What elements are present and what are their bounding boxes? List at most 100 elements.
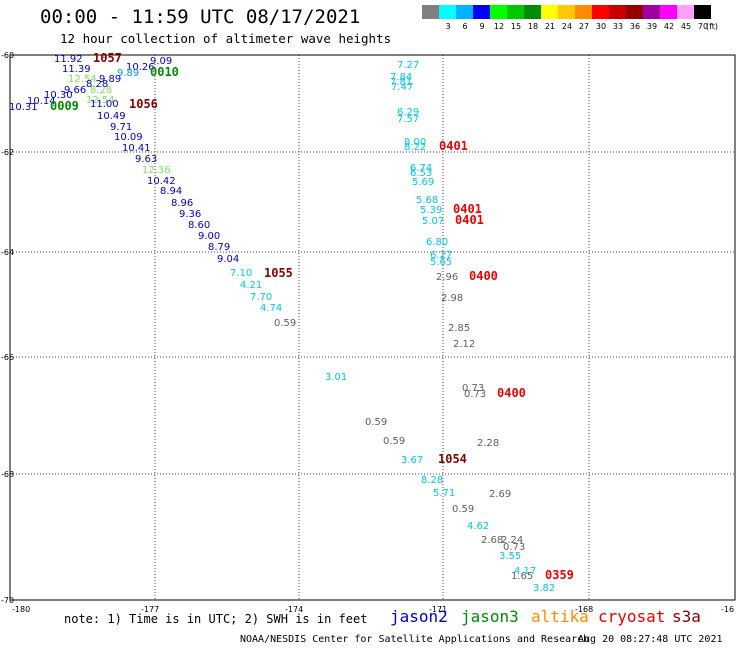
latitude-label: -66 xyxy=(1,353,14,362)
wave-height-label: 2.24 xyxy=(501,535,523,546)
legend-label: 30 xyxy=(595,22,607,31)
wave-height-label: 3.55 xyxy=(499,551,521,562)
wave-height-label: 5.65 xyxy=(430,257,452,268)
wave-height-label: 2.28 xyxy=(477,438,499,449)
wave-height-label: 7.10 xyxy=(230,268,252,279)
wave-height-label: 5.68 xyxy=(416,195,438,206)
legend-swatch xyxy=(677,5,694,19)
wave-height-label: 6.29 xyxy=(397,107,419,118)
legend-label: 45 xyxy=(680,22,692,31)
wave-height-label: 6.27 xyxy=(430,250,452,261)
wave-height-label: 9.89 xyxy=(117,68,139,79)
legend-label: 18 xyxy=(527,22,539,31)
wave-height-label: 10.26 xyxy=(126,62,155,73)
longitude-label: -174 xyxy=(285,605,303,614)
pass-time-label: 0401 xyxy=(453,202,482,216)
wave-height-label: 6.80 xyxy=(426,237,448,248)
wave-height-label: 10.42 xyxy=(147,176,176,187)
pass-time-label: 0359 xyxy=(545,568,574,582)
legend-swatch xyxy=(541,5,558,19)
wave-height-label: 0.59 xyxy=(383,436,405,447)
wave-height-label: 11.00 xyxy=(90,99,119,110)
pass-time-label: 0401 xyxy=(439,139,468,153)
wave-height-label: 9.89 xyxy=(99,74,121,85)
wave-height-label: 3.67 xyxy=(401,455,423,466)
legend-label: 27 xyxy=(578,22,590,31)
pass-time-label: 0009 xyxy=(50,99,79,113)
legend-swatch xyxy=(456,5,473,19)
legend-swatch xyxy=(507,5,524,19)
wave-height-label: 9.00 xyxy=(198,231,220,242)
wave-height-label: 8.28 xyxy=(86,79,108,90)
footnote: note: 1) Time is in UTC; 2) SWH is in fe… xyxy=(64,612,368,626)
wave-height-label: 8.00 xyxy=(404,137,426,148)
legend-label: 9 xyxy=(479,22,485,31)
legend-swatch xyxy=(643,5,660,19)
legend-label: 39 xyxy=(646,22,658,31)
legend-label: 42 xyxy=(663,22,675,31)
wave-height-label: 10.41 xyxy=(122,143,151,154)
legend-swatch xyxy=(592,5,609,19)
legend-swatch xyxy=(660,5,677,19)
legend-label: 3 xyxy=(445,22,451,31)
latitude-label: -64 xyxy=(1,248,14,257)
wave-height-label: 6.74 xyxy=(410,163,432,174)
wave-height-label: 7.57 xyxy=(397,114,419,125)
legend-label: 6 xyxy=(462,22,468,31)
pass-time-label: 0400 xyxy=(497,386,526,400)
wave-height-label: 4.17 xyxy=(514,566,536,577)
map-frame xyxy=(9,54,736,601)
mission-jason3: jason3 xyxy=(461,607,519,626)
wave-height-label: 10.14 xyxy=(27,96,56,107)
wave-height-label: 9.71 xyxy=(110,122,132,133)
wave-height-label: 9.63 xyxy=(135,154,157,165)
legend-swatch xyxy=(609,5,626,19)
legend-swatch xyxy=(490,5,507,19)
page-title: 00:00 - 11:59 UTC 08/17/2021 xyxy=(40,6,361,28)
wave-height-label: 7.70 xyxy=(250,292,272,303)
wave-height-label: 7.27 xyxy=(397,60,419,71)
wave-height-label: 4.62 xyxy=(467,521,489,532)
wave-height-label: 10.30 xyxy=(44,90,73,101)
pass-time-label: 1055 xyxy=(264,266,293,280)
wave-height-label: 11.92 xyxy=(54,54,83,65)
credit-line: NOAA/NESDIS Center for Satellite Applica… xyxy=(240,634,590,645)
legend-label: 36 xyxy=(629,22,641,31)
wave-height-label: 0.73 xyxy=(462,383,484,394)
legend-swatch xyxy=(694,5,711,19)
mission-cryosat: cryosat xyxy=(598,607,666,626)
legend-label: 24 xyxy=(561,22,573,31)
wave-height-label: 8.94 xyxy=(160,186,182,197)
pass-time-label: 0401 xyxy=(455,213,484,227)
pass-time-label: 1057 xyxy=(93,51,122,65)
wave-height-label: 12.54 xyxy=(68,74,97,85)
mission-s3a: s3a xyxy=(672,607,701,626)
wave-height-label: 0.73 xyxy=(503,542,525,553)
mission-altika: altika xyxy=(531,607,589,626)
legend-unit: (ft) xyxy=(705,22,719,31)
longitude-label: -16 xyxy=(721,605,734,614)
legend-swatch xyxy=(473,5,490,19)
wave-height-label: 12.36 xyxy=(142,165,171,176)
legend-label: 15 xyxy=(510,22,522,31)
wave-height-label: 4.21 xyxy=(240,280,262,291)
legend-label: 12 xyxy=(493,22,505,31)
wave-height-label: 5.69 xyxy=(412,177,434,188)
legend-swatch xyxy=(524,5,541,19)
wave-height-label: 3.01 xyxy=(325,372,347,383)
wave-height-label: 2.96 xyxy=(436,272,458,283)
wave-height-label: 8.28 xyxy=(90,85,112,96)
wave-height-label: 9.04 xyxy=(217,254,239,265)
wave-height-label: 2.68 xyxy=(481,535,503,546)
pass-time-label: 0400 xyxy=(469,269,498,283)
wave-height-label: 7.84 xyxy=(390,72,412,83)
wave-height-label: 9.36 xyxy=(179,209,201,220)
pass-time-label: 1056 xyxy=(129,97,158,111)
longitude-label: -177 xyxy=(141,605,159,614)
wave-height-label: 7.47 xyxy=(391,82,413,93)
longitude-label: -180 xyxy=(12,605,30,614)
wave-height-label: 9.66 xyxy=(64,85,86,96)
wave-height-label: 8.96 xyxy=(171,198,193,209)
latitude-label: -62 xyxy=(1,148,14,157)
legend-swatch xyxy=(439,5,456,19)
